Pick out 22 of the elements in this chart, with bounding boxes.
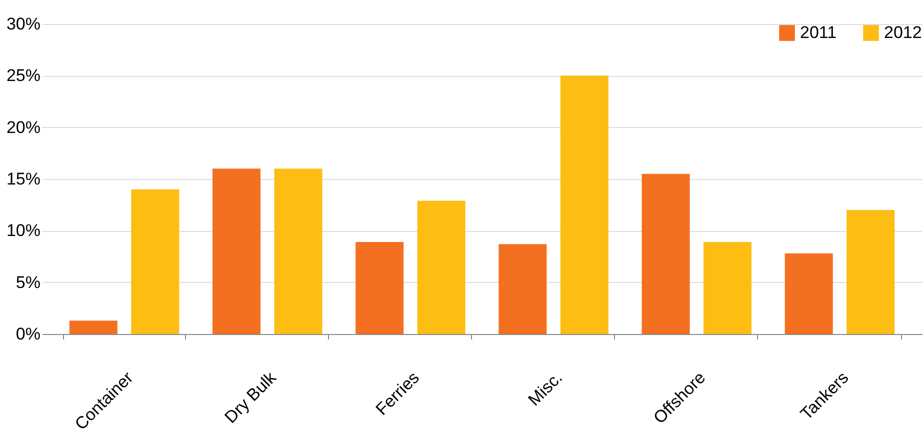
bar: [69, 320, 118, 334]
bar: [417, 200, 466, 334]
y-tick-label: 5%: [16, 272, 40, 292]
bar: [784, 253, 833, 334]
bar: [498, 244, 547, 334]
y-tick-label: 15%: [6, 170, 40, 188]
y-tick-label: 20%: [6, 118, 40, 137]
bar: [131, 189, 180, 334]
y-tick-label: 0%: [16, 324, 40, 344]
y-tick-label: 25%: [6, 66, 40, 86]
legend-label: 2011: [800, 23, 837, 42]
bar: [704, 242, 752, 334]
x-tick-label: Dry Bulk: [221, 368, 280, 427]
bar: [642, 174, 690, 334]
bar: [846, 210, 895, 334]
bar: [356, 242, 404, 334]
y-tick-label: 10%: [6, 221, 40, 240]
bar: [212, 168, 260, 334]
bar: [274, 168, 322, 334]
legend-label: 2012: [884, 23, 922, 42]
bar: [560, 76, 608, 334]
y-tick-label: 30%: [6, 14, 40, 34]
